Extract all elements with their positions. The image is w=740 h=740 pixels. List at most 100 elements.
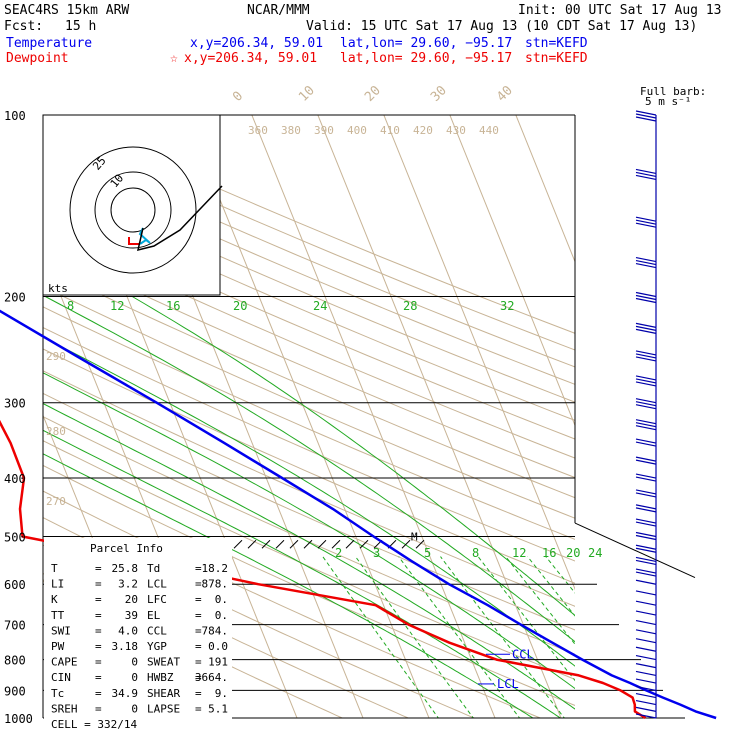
mixing-ratio-label: 20	[566, 546, 580, 560]
parcel-row-eq: =	[95, 578, 102, 591]
mixing-ratio-line	[355, 556, 474, 718]
model-title: SEAC4RS 15km ARW	[4, 3, 129, 18]
wind-barb	[635, 699, 657, 706]
dry-adiabat-line	[43, 141, 575, 368]
parcel-row-eq: =	[195, 656, 202, 669]
parcel-row-label: YGP	[147, 640, 167, 653]
isotherm-line	[383, 115, 575, 591]
dry-adiabat-line	[43, 572, 344, 718]
parcel-row-eq: =	[195, 671, 202, 684]
wind-barb	[635, 322, 657, 328]
parcel-row-label: TT	[51, 609, 65, 622]
hatch-mark	[233, 539, 243, 549]
wind-barb	[635, 568, 657, 574]
hodograph-frame	[42, 114, 221, 296]
hodograph-upper-level	[136, 185, 223, 252]
wind-barb	[635, 375, 657, 381]
wind-barb	[635, 113, 657, 119]
wind-barb	[635, 663, 657, 669]
parcel-row-value: 25.8	[112, 562, 139, 575]
mixing-ratio-label: 12	[512, 546, 526, 560]
ccl-label: CCL	[512, 647, 534, 661]
dry-adiabat-line	[43, 228, 575, 459]
pressure-tick-label: 1000	[4, 712, 33, 726]
hodograph-mid-level	[138, 227, 151, 245]
moist-adiabat-line	[43, 402, 575, 710]
theta-label: 280	[46, 425, 66, 438]
wind-barb	[635, 171, 657, 178]
hatch-mark	[303, 539, 313, 549]
theta-e-label: 24	[313, 299, 327, 313]
wind-barb	[635, 473, 657, 479]
mixing-ratio-label: 16	[542, 546, 556, 560]
parcel-row-eq: =	[95, 593, 102, 606]
dewpoint-xy: x,y=206.34, 59.01	[184, 51, 317, 66]
parcel-row-label: LCL	[147, 578, 167, 591]
dewpoint-legend-label: Dewpoint	[6, 51, 69, 66]
dry-adiabat-line	[43, 266, 575, 499]
wind-barb	[635, 222, 657, 228]
wind-barb	[635, 678, 657, 684]
temperature-station: stn=KEFD	[525, 36, 588, 51]
parcel-row-value: 18.2	[202, 562, 229, 575]
parcel-row-value: 3.2	[118, 578, 138, 591]
wind-barb	[635, 579, 657, 585]
parcel-row-eq: =	[195, 609, 202, 622]
dry-adiabat-line	[43, 348, 575, 584]
mixing-ratio-label: 2	[335, 546, 342, 560]
parcel-row-value: 3664.	[195, 671, 228, 684]
dry-adiabat-line	[43, 464, 575, 706]
wind-barb	[635, 356, 657, 362]
wind-barb	[635, 646, 657, 652]
hatch-mark	[331, 539, 341, 549]
wind-barb	[635, 654, 657, 661]
dry-adiabat-line	[43, 192, 575, 421]
dry-adiabat-line	[43, 174, 575, 403]
wind-barb	[635, 116, 657, 122]
wind-barb	[635, 259, 657, 266]
hatch-mark	[261, 539, 271, 549]
wind-barb	[635, 174, 657, 181]
pressure-tick-label: 900	[4, 684, 26, 698]
pressure-tick-label: 200	[4, 291, 26, 305]
parcel-row-eq: =	[195, 624, 202, 637]
dry-adiabat-line	[43, 157, 575, 385]
pressure-tick-label: 500	[4, 530, 26, 544]
wind-barb	[635, 610, 657, 616]
theta-e-label: 28	[403, 299, 417, 313]
wind-barb	[635, 422, 657, 428]
hodograph-ring	[69, 146, 197, 274]
dewpoint-station: stn=KEFD	[525, 51, 588, 66]
mixing-ratio-label: 5	[424, 546, 431, 560]
wind-barb	[635, 419, 657, 425]
wind-barb	[635, 328, 657, 334]
wind-barb	[635, 713, 657, 719]
wind-barb	[635, 518, 657, 524]
wind-barb	[635, 110, 657, 116]
hodograph-units-label: kts	[48, 282, 68, 295]
parcel-row-label: EL	[147, 609, 161, 622]
mixing-ratio-line	[398, 556, 521, 718]
org-label: NCAR/MMM	[247, 3, 310, 18]
hatch-mark	[247, 539, 257, 549]
moist-adiabat-line	[43, 336, 575, 667]
theta-label: 400	[347, 124, 367, 137]
wind-barb	[635, 620, 657, 626]
theta-e-label: 32	[500, 299, 514, 313]
hatch-mark	[359, 539, 369, 549]
wind-barb	[635, 353, 657, 359]
parcel-row-value: 0	[131, 671, 138, 684]
moist-adiabat-line	[131, 296, 575, 617]
dry-adiabat-line	[43, 392, 575, 631]
wind-barb	[635, 456, 657, 462]
parcel-info-title: Parcel Info	[90, 542, 163, 555]
wind-barb	[635, 297, 657, 304]
parcel-row-label: PW	[51, 640, 65, 653]
hatch-mark	[275, 539, 285, 549]
theta-label: 390	[314, 124, 334, 137]
parcel-row-eq: =	[195, 593, 202, 606]
hodograph-ring	[94, 171, 172, 249]
parcel-row-value: 3.18	[112, 640, 139, 653]
theta-label: 270	[46, 495, 66, 508]
wind-barb	[635, 547, 657, 553]
